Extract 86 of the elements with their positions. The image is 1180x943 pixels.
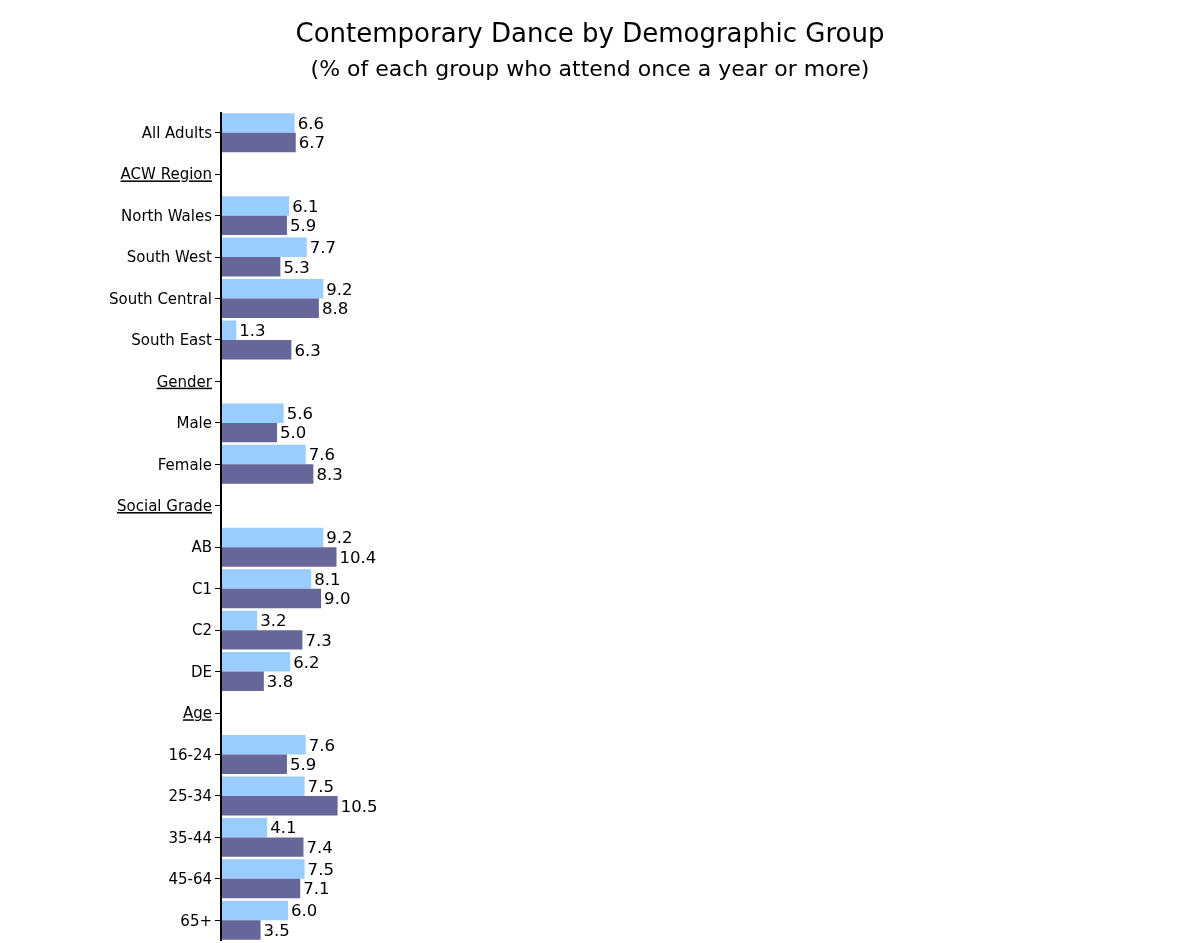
text: Contemporary Dance by Demographic Group	[295, 18, 885, 49]
y-tick-label: C2	[191, 621, 212, 640]
y-tick-label: Age	[182, 704, 212, 723]
data-label: 9.2	[326, 279, 353, 299]
data-label: 3.2	[260, 611, 287, 631]
y-tick-label: Social Grade	[117, 497, 212, 516]
bar	[222, 837, 304, 857]
data-label: 5.9	[289, 216, 317, 236]
bar	[222, 403, 284, 423]
data-label: 7.7	[309, 238, 337, 258]
y-tick-label: 16-24	[168, 745, 212, 764]
y-tick-label: South East	[131, 331, 213, 350]
data-label: 10.4	[339, 547, 377, 567]
data-label: 3.8	[266, 672, 294, 692]
data-label: 7.3	[305, 630, 332, 650]
data-label: 8.8	[321, 299, 349, 319]
data-label: 6.3	[294, 340, 321, 360]
data-label: 7.5	[307, 859, 334, 879]
y-tick-label: ACW Region	[120, 165, 212, 184]
data-label: 7.4	[306, 837, 333, 857]
bar	[222, 196, 290, 216]
y-tick-label: South West	[126, 248, 213, 267]
bar	[222, 547, 337, 567]
data-label: 1.3	[239, 321, 266, 341]
bar	[222, 113, 295, 133]
data-label: 6.2	[293, 652, 320, 672]
bar	[222, 795, 338, 816]
y-tick-label: North Wales	[121, 206, 213, 225]
data-label: 6.1	[292, 196, 319, 216]
bar	[222, 817, 268, 838]
bar	[222, 630, 303, 650]
data-label: 5.0	[280, 423, 307, 443]
bar	[222, 132, 296, 153]
bar	[222, 900, 289, 921]
data-label: 7.6	[308, 445, 336, 465]
y-tick-label: C1	[191, 579, 212, 598]
y-tick-label: Female	[157, 455, 212, 474]
data-label: 9.0	[324, 589, 351, 609]
bar	[222, 878, 301, 899]
data-label: 7.1	[303, 879, 330, 899]
data-label: 7.5	[307, 777, 334, 797]
bar	[222, 588, 322, 609]
y-tick-label: 35-44	[168, 828, 212, 847]
data-label: 4.1	[270, 818, 297, 838]
bar	[222, 527, 324, 548]
y-tick-label: 65+	[180, 911, 212, 930]
text: (% of each group who attend once a year or more)	[310, 56, 870, 82]
data-label: 5.6	[286, 403, 313, 423]
bar	[222, 339, 292, 360]
bar	[222, 859, 305, 879]
bar	[222, 754, 287, 774]
bar	[222, 444, 306, 465]
data-label: 6.0	[291, 901, 318, 921]
bar	[222, 257, 281, 277]
bar	[222, 569, 312, 589]
bar	[222, 215, 287, 236]
y-tick-label: 45-64	[168, 870, 212, 889]
data-label: 5.3	[283, 257, 310, 277]
bar	[222, 610, 258, 631]
bar	[222, 422, 278, 443]
data-label: 8.1	[314, 569, 341, 589]
bar	[222, 920, 261, 940]
data-label: 3.5	[263, 920, 290, 940]
bar	[222, 237, 307, 258]
data-label: 8.3	[316, 464, 343, 484]
data-label: 5.9	[289, 755, 317, 775]
y-tick-label: 25-34	[168, 787, 212, 806]
bar	[222, 298, 319, 319]
y-tick-label: South Central	[109, 289, 212, 308]
bar	[222, 776, 305, 796]
data-label: 6.6	[297, 113, 325, 133]
data-label: 10.5	[340, 796, 378, 816]
bar	[222, 652, 291, 672]
bar	[222, 734, 306, 755]
data-label: 6.7	[298, 133, 326, 153]
bar	[222, 464, 314, 484]
data-label: 9.2	[326, 528, 353, 548]
y-tick-label: AB	[191, 538, 212, 557]
y-tick-label: Male	[176, 414, 212, 433]
bar	[222, 671, 264, 692]
bar	[222, 320, 237, 340]
y-tick-label: Gender	[156, 372, 213, 391]
data-label: 7.6	[308, 735, 336, 755]
y-tick-label: DE	[190, 662, 212, 681]
y-tick-label: All Adults	[141, 123, 213, 142]
bar	[222, 279, 324, 299]
